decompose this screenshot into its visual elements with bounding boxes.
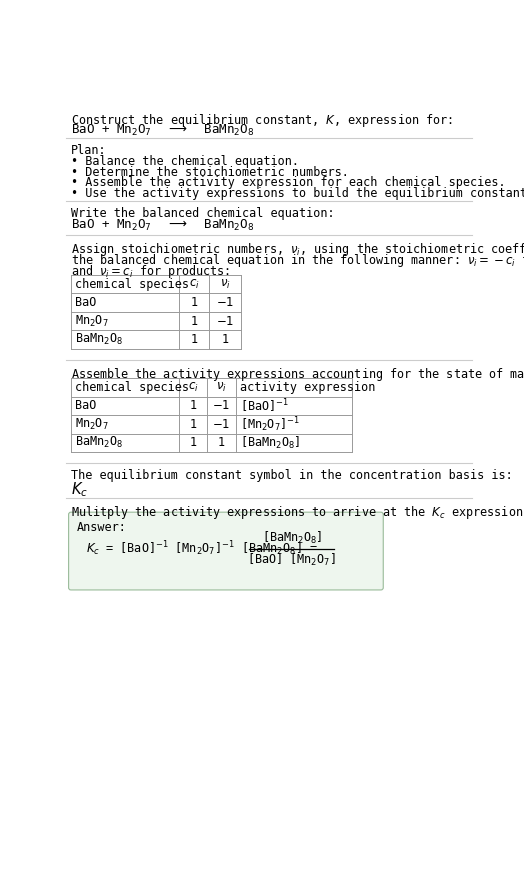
Text: $-1$: $-1$ — [212, 418, 231, 431]
Text: [BaO]$^{-1}$: [BaO]$^{-1}$ — [240, 397, 289, 414]
Text: BaMn$_2$O$_8$: BaMn$_2$O$_8$ — [75, 435, 123, 450]
Text: Construct the equilibrium constant, $K$, expression for:: Construct the equilibrium constant, $K$,… — [71, 112, 453, 129]
Text: $-1$: $-1$ — [212, 399, 231, 413]
FancyBboxPatch shape — [69, 513, 383, 590]
Text: 1: 1 — [189, 418, 196, 431]
Text: • Use the activity expressions to build the equilibrium constant expression.: • Use the activity expressions to build … — [71, 188, 524, 200]
Text: • Assemble the activity expression for each chemical species.: • Assemble the activity expression for e… — [71, 177, 506, 189]
Text: 1: 1 — [189, 399, 196, 413]
Text: $K_c$: $K_c$ — [71, 480, 88, 499]
Text: Answer:: Answer: — [77, 521, 127, 534]
Text: $c_i$: $c_i$ — [188, 381, 199, 394]
Text: [BaMn$_2$O$_8$]: [BaMn$_2$O$_8$] — [261, 530, 322, 547]
Text: BaO: BaO — [75, 296, 96, 309]
Text: [BaMn$_2$O$_8$]: [BaMn$_2$O$_8$] — [240, 435, 300, 451]
Text: and $\nu_i = c_i$ for products:: and $\nu_i = c_i$ for products: — [71, 263, 230, 280]
Text: Assemble the activity expressions accounting for the state of matter and $\nu_i$: Assemble the activity expressions accoun… — [71, 366, 524, 383]
Text: $K_c$ = [BaO]$^{-1}$ [Mn$_2$O$_7$]$^{-1}$ [BaMn$_2$O$_8$] =: $K_c$ = [BaO]$^{-1}$ [Mn$_2$O$_7$]$^{-1}… — [86, 539, 319, 558]
Text: 1: 1 — [191, 314, 198, 328]
Text: 1: 1 — [189, 437, 196, 449]
Text: the balanced chemical equation in the following manner: $\nu_i = -c_i$ for react: the balanced chemical equation in the fo… — [71, 252, 524, 269]
Text: $-1$: $-1$ — [216, 314, 234, 328]
Text: activity expression: activity expression — [240, 381, 375, 394]
Text: 1: 1 — [217, 437, 225, 449]
Text: Mn$_2$O$_7$: Mn$_2$O$_7$ — [75, 313, 108, 329]
Text: Mulitply the activity expressions to arrive at the $K_c$ expression:: Mulitply the activity expressions to arr… — [71, 504, 524, 521]
Text: $-1$: $-1$ — [216, 296, 234, 309]
Text: 1: 1 — [222, 333, 228, 346]
Text: chemical species: chemical species — [75, 278, 189, 291]
Text: chemical species: chemical species — [75, 381, 189, 394]
Text: Plan:: Plan: — [71, 144, 106, 157]
Text: The equilibrium constant symbol in the concentration basis is:: The equilibrium constant symbol in the c… — [71, 469, 512, 482]
Text: Mn$_2$O$_7$: Mn$_2$O$_7$ — [75, 417, 108, 432]
Text: [BaO] [Mn$_2$O$_7$]: [BaO] [Mn$_2$O$_7$] — [247, 552, 336, 568]
Text: $c_i$: $c_i$ — [189, 278, 200, 291]
Text: $\nu_i$: $\nu_i$ — [216, 381, 227, 394]
Text: • Determine the stoichiometric numbers.: • Determine the stoichiometric numbers. — [71, 166, 349, 179]
Text: 1: 1 — [191, 296, 198, 309]
Text: BaO: BaO — [75, 399, 96, 413]
Text: 1: 1 — [191, 333, 198, 346]
Text: Assign stoichiometric numbers, $\nu_i$, using the stoichiometric coefficients, $: Assign stoichiometric numbers, $\nu_i$, … — [71, 241, 524, 258]
Text: BaO + Mn$_2$O$_7$  $\longrightarrow$  BaMn$_2$O$_8$: BaO + Mn$_2$O$_7$ $\longrightarrow$ BaMn… — [71, 218, 255, 233]
Text: $\nu_i$: $\nu_i$ — [220, 278, 231, 291]
Text: BaMn$_2$O$_8$: BaMn$_2$O$_8$ — [75, 332, 123, 347]
Text: Write the balanced chemical equation:: Write the balanced chemical equation: — [71, 207, 334, 221]
Text: • Balance the chemical equation.: • Balance the chemical equation. — [71, 154, 299, 168]
Text: BaO + Mn$_2$O$_7$  $\longrightarrow$  BaMn$_2$O$_8$: BaO + Mn$_2$O$_7$ $\longrightarrow$ BaMn… — [71, 122, 255, 138]
Text: [Mn$_2$O$_7$]$^{-1}$: [Mn$_2$O$_7$]$^{-1}$ — [240, 415, 300, 434]
